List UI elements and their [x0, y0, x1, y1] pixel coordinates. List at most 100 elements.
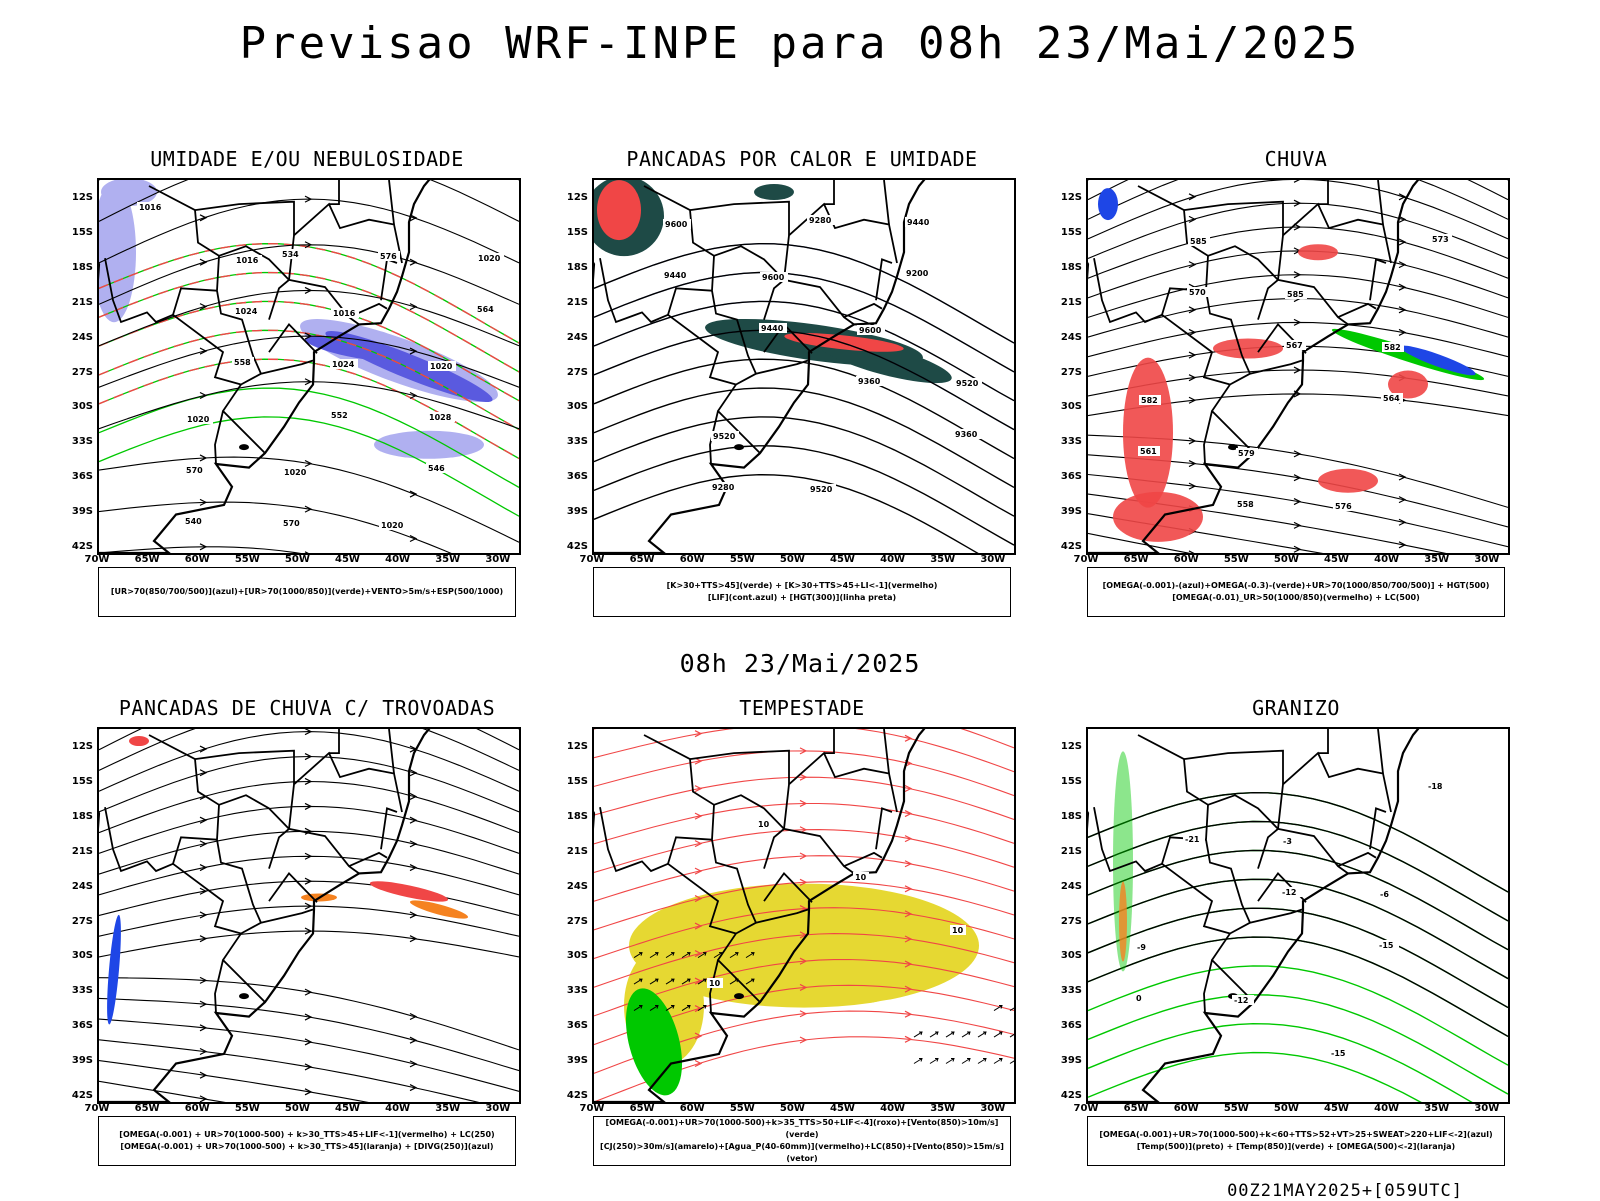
contour-label: 564 [1383, 394, 1400, 403]
lat-label: 18S [71, 810, 93, 822]
border-line [824, 729, 835, 755]
lat-label: 24S [1060, 331, 1082, 343]
contour-label: 1024 [235, 307, 258, 316]
contour-label: 558 [1237, 500, 1254, 509]
contour-label: 9280 [712, 483, 735, 492]
contour-label: 546 [428, 464, 445, 473]
border-line [689, 200, 790, 236]
contour-label: 570 [1189, 288, 1206, 297]
lat-label: 39S [566, 506, 588, 518]
coastline [594, 729, 926, 1102]
lat-label: 24S [1060, 880, 1082, 892]
lat-label: 12S [71, 192, 93, 203]
border-line [1203, 959, 1213, 1014]
lon-label: 55W [729, 1103, 755, 1114]
coastline [1088, 180, 1420, 553]
lat-label: 12S [566, 192, 588, 203]
lat-label: 36S [71, 1020, 93, 1032]
lon-label: 30W [1474, 1103, 1500, 1114]
lon-label: 55W [234, 1103, 260, 1114]
lon-label: 70W [84, 1103, 110, 1114]
contour-label: -12 [1234, 996, 1248, 1005]
lon-label: 65W [1123, 554, 1149, 565]
lon-label: 45W [335, 1103, 360, 1114]
contour-label: 540 [185, 517, 202, 526]
lon-label: 30W [485, 1103, 511, 1114]
contour-label: 9440 [907, 218, 930, 227]
forecast-map: 1016 1016 1016 1020 1020 1020 1020 1020 1024 1024… [97, 178, 521, 555]
border-line [348, 851, 388, 868]
lat-label: 27S [1060, 915, 1082, 927]
lon-label: 50W [284, 554, 310, 565]
contour-label: 579 [1238, 449, 1255, 458]
lat-label: 30S [71, 401, 93, 413]
legend-line: [CJ(250)>30m/s](amarelo)+[Agua_P(40-60mm… [600, 1142, 1004, 1163]
border-line [713, 794, 785, 830]
contour-label: 576 [1335, 502, 1352, 511]
border-line [875, 258, 893, 301]
contour-label: -15 [1379, 941, 1394, 950]
border-line [268, 323, 318, 354]
lon-label: 45W [335, 554, 360, 565]
lat-label: 15S [1060, 226, 1082, 238]
contour-label: 570 [283, 519, 300, 528]
contour-label: 9360 [955, 430, 978, 439]
border-line [218, 794, 290, 830]
lat-label: 24S [71, 880, 93, 892]
coastline [1088, 729, 1420, 1102]
border-line [1137, 185, 1209, 291]
contour-label: -15 [1331, 1049, 1346, 1058]
lat-label: 36S [1060, 1020, 1082, 1032]
contour-label: -3 [1283, 837, 1292, 846]
legend-line: [OMEGA(-0.01)_UR>50(1000/850)(vermelho) … [1172, 593, 1420, 602]
border-line [214, 410, 224, 465]
lat-label: 42S [1060, 541, 1082, 552]
lon-label: 60W [679, 554, 705, 565]
contour-label: 9440 [664, 271, 687, 280]
lake [239, 444, 249, 451]
legend-line: [OMEGA(-0.001)+UR>70(1000-500)+k>35_TTS>… [605, 1118, 999, 1139]
lat-label: 21S [71, 296, 93, 308]
contour-label: -21 [1185, 835, 1200, 844]
border-line [755, 908, 809, 924]
border-line [843, 851, 883, 868]
footer-timestamp: 00Z21MAY2025+[059UTC] [1227, 1181, 1463, 1201]
border-line [1183, 200, 1284, 236]
lat-label: 24S [566, 880, 588, 892]
border-line [875, 807, 893, 850]
border-line [709, 959, 719, 1014]
lon-label: 65W [134, 1103, 160, 1114]
panel-title: UMIDADE E/OU NEBULOSIDADE [150, 147, 464, 171]
lat-label: 18S [1060, 810, 1082, 822]
lon-label: 45W [1324, 554, 1349, 565]
border-line [1369, 258, 1387, 301]
lake [734, 444, 744, 451]
border-line [711, 290, 761, 454]
contour-label: 9520 [713, 432, 736, 441]
contour-label: 573 [1432, 235, 1449, 244]
lat-label: 12S [566, 741, 588, 752]
map-legend: [OMEGA(-0.001)-(azul)+OMEGA(-0.3)-(verde… [1087, 567, 1505, 617]
border-line [666, 836, 737, 935]
border-line [1337, 851, 1377, 868]
lat-label: 33S [71, 985, 93, 997]
border-line [260, 908, 314, 924]
lake [239, 993, 249, 1000]
border-line [268, 872, 318, 903]
lat-label: 36S [71, 471, 93, 483]
lon-label: 60W [184, 1103, 210, 1114]
border-line [763, 827, 855, 875]
contour-label: 9600 [665, 220, 688, 229]
border-line [1377, 180, 1384, 225]
lon-label: 65W [629, 554, 655, 565]
border-line [1337, 302, 1377, 319]
border-line [171, 836, 242, 935]
map-geography [594, 180, 926, 553]
lon-label: 30W [1474, 554, 1500, 565]
panel-title: PANCADAS POR CALOR E UMIDADE [626, 147, 978, 171]
border-line [1249, 908, 1303, 924]
contour-label: 9520 [956, 379, 979, 388]
lon-label: 50W [779, 1103, 805, 1114]
lat-label: 18S [566, 261, 588, 273]
map-geography [594, 729, 926, 1102]
